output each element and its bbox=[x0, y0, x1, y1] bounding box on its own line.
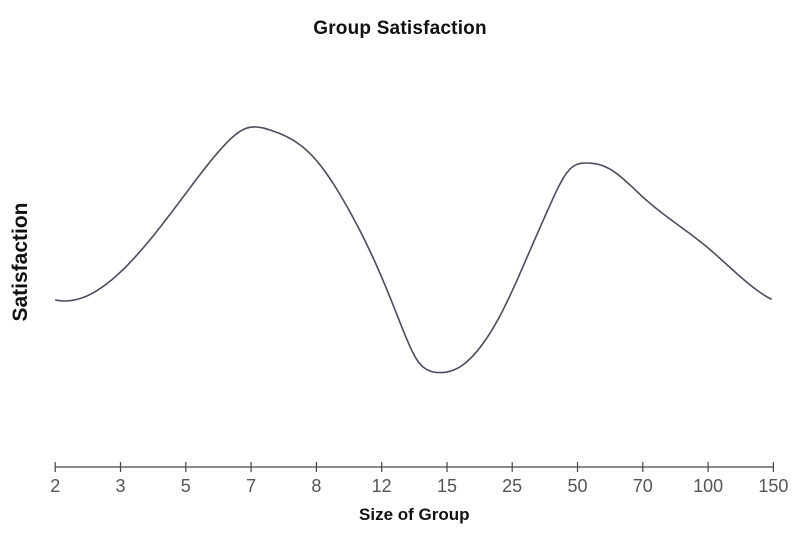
svg-text:150: 150 bbox=[758, 476, 788, 496]
svg-text:25: 25 bbox=[502, 476, 522, 496]
svg-text:7: 7 bbox=[246, 476, 256, 496]
svg-text:8: 8 bbox=[311, 476, 321, 496]
svg-text:2: 2 bbox=[50, 476, 60, 496]
svg-text:5: 5 bbox=[181, 476, 191, 496]
svg-text:100: 100 bbox=[693, 476, 723, 496]
svg-text:3: 3 bbox=[115, 476, 125, 496]
svg-text:50: 50 bbox=[567, 476, 587, 496]
svg-text:15: 15 bbox=[437, 476, 457, 496]
svg-text:70: 70 bbox=[633, 476, 653, 496]
svg-text:12: 12 bbox=[372, 476, 392, 496]
